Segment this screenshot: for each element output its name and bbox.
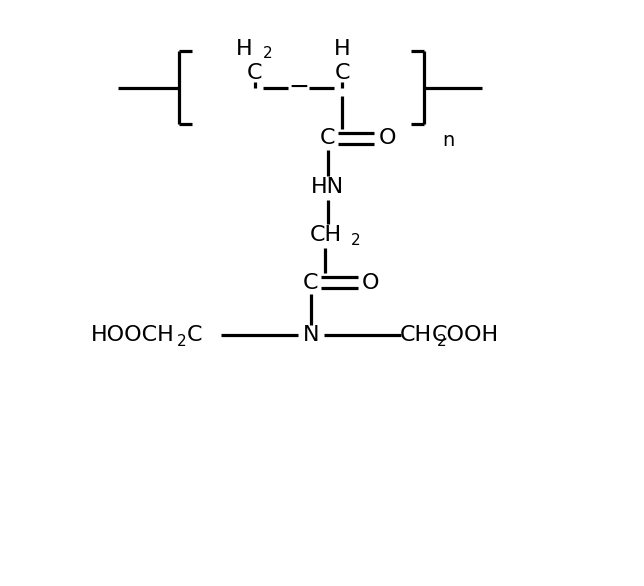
Text: n: n bbox=[442, 131, 455, 150]
Text: O: O bbox=[362, 272, 379, 292]
Text: H: H bbox=[334, 39, 351, 59]
Text: −: − bbox=[288, 74, 309, 98]
Text: C: C bbox=[247, 63, 263, 83]
Text: 2: 2 bbox=[177, 334, 187, 349]
Text: C: C bbox=[335, 63, 350, 83]
Text: N: N bbox=[303, 325, 319, 345]
Text: HN: HN bbox=[311, 177, 345, 197]
Text: O: O bbox=[379, 128, 396, 148]
Text: H: H bbox=[236, 39, 252, 59]
Text: CH: CH bbox=[309, 224, 341, 245]
Text: C: C bbox=[187, 325, 202, 345]
Text: C: C bbox=[303, 272, 319, 292]
Text: COOH: COOH bbox=[432, 325, 499, 345]
Text: 2: 2 bbox=[351, 233, 361, 248]
Text: 2: 2 bbox=[437, 334, 446, 349]
Text: 2: 2 bbox=[263, 46, 272, 62]
Text: CH: CH bbox=[400, 325, 432, 345]
Text: C: C bbox=[320, 128, 336, 148]
Text: HOOCH: HOOCH bbox=[91, 325, 175, 345]
